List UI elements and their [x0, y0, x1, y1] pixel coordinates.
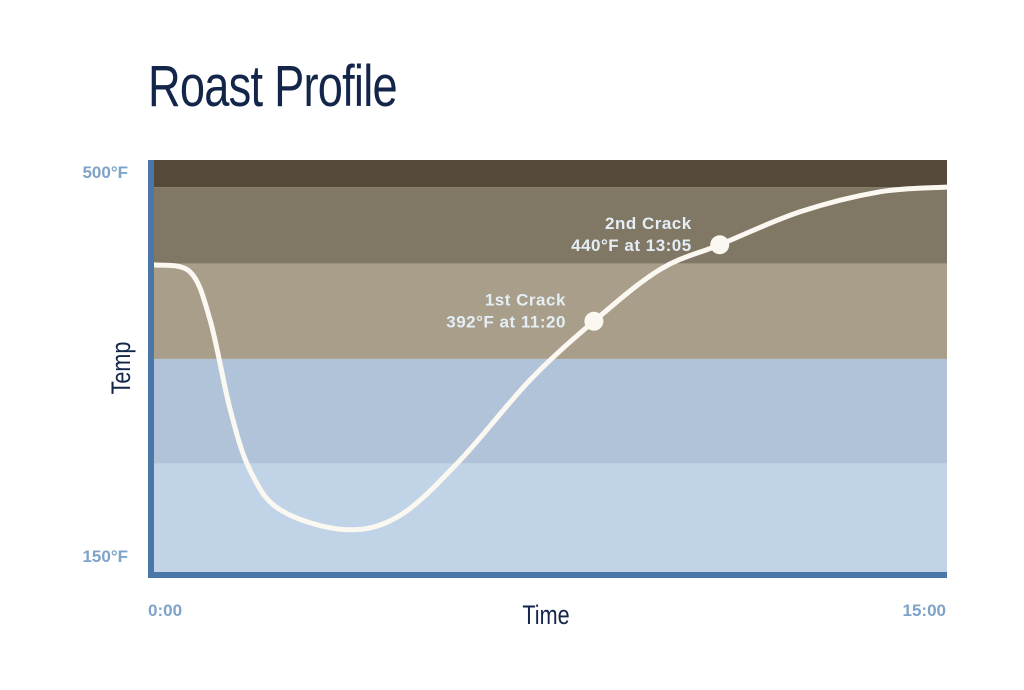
x-tick-start: 0:00	[148, 601, 182, 620]
y-tick-bottom: 150°F	[82, 547, 128, 566]
crack-point-2	[710, 235, 730, 255]
y-axis-label: Temp	[107, 342, 137, 395]
annotation-title-1: 1st Crack	[485, 290, 566, 309]
band-2	[153, 263, 947, 359]
x-axis-line	[148, 572, 947, 578]
chart-title: Roast Profile	[148, 54, 398, 119]
x-axis-label: Time	[522, 601, 569, 631]
temperature-bands	[153, 160, 947, 572]
band-0	[153, 160, 947, 188]
annotation-detail-2: 440°F at 13:05	[571, 236, 692, 255]
annotations: 1st Crack 392°F at 11:20 2nd Crack 440°F at…	[446, 214, 730, 331]
roast-curve	[150, 184, 949, 533]
annotation-detail-1: 392°F at 11:20	[446, 312, 566, 331]
band-1	[153, 187, 947, 264]
x-tick-end: 15:00	[903, 601, 946, 620]
y-tick-top: 500°F	[82, 163, 128, 182]
y-axis-line	[148, 160, 154, 577]
crack-point-1	[584, 311, 604, 331]
annotation-title-2: 2nd Crack	[605, 214, 692, 233]
band-3	[153, 358, 947, 464]
band-4	[153, 463, 947, 572]
